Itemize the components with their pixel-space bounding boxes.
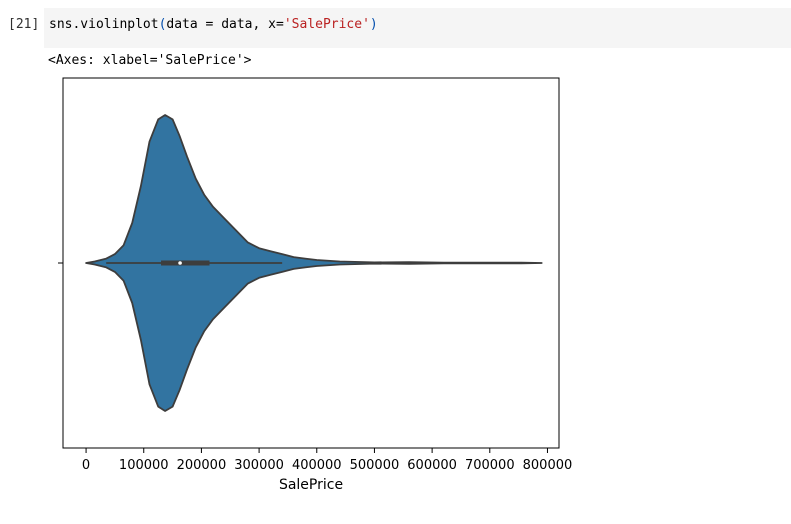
violin-median: [178, 261, 182, 265]
x-tick-label: 800000: [523, 458, 573, 473]
code-string: 'SalePrice': [283, 17, 370, 32]
violin-body: [85, 114, 543, 412]
code-close-paren: ): [369, 17, 378, 32]
code-cell[interactable]: [21] sns.violinplot(data = data, x='Sale…: [0, 4, 791, 48]
violin-layer: [85, 114, 543, 412]
x-tick-label: 400000: [292, 458, 342, 473]
code-open-paren: (: [158, 17, 167, 32]
code-editor[interactable]: sns.violinplot(data = data, x='SalePrice…: [44, 8, 791, 48]
x-tick-label: 500000: [350, 458, 400, 473]
code-line: sns.violinplot(data = data, x='SalePrice…: [49, 17, 378, 32]
x-tick-label: 200000: [177, 458, 227, 473]
execution-count: [21]: [8, 17, 40, 32]
output-repr: <Axes: xlabel='SalePrice'>: [48, 53, 252, 68]
x-axis-label: SalePrice: [279, 477, 343, 493]
x-tick-label: 0: [82, 458, 90, 473]
violin-iqr-box: [161, 260, 210, 266]
x-axis-ticks: 0 100000 200000 300000 400000 500000 600000 700…: [82, 448, 572, 473]
code-function: sns.violinplot: [49, 17, 159, 32]
x-tick-label: 600000: [407, 458, 457, 473]
code-arguments: data = data, x=: [166, 17, 284, 32]
x-tick-label: 300000: [234, 458, 284, 473]
x-tick-label: 700000: [465, 458, 515, 473]
x-tick-label: 100000: [119, 458, 169, 473]
